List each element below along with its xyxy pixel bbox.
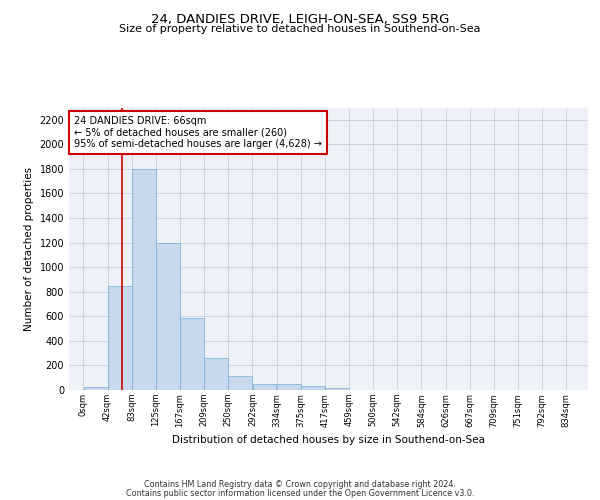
Bar xyxy=(180,318,204,390)
Text: Size of property relative to detached houses in Southend-on-Sea: Size of property relative to detached ho… xyxy=(119,24,481,34)
Bar xyxy=(277,384,301,390)
Bar xyxy=(325,388,349,390)
Text: Contains public sector information licensed under the Open Government Licence v3: Contains public sector information licen… xyxy=(126,489,474,498)
Y-axis label: Number of detached properties: Number of detached properties xyxy=(24,166,34,331)
Bar xyxy=(156,242,180,390)
Bar xyxy=(205,358,228,390)
Bar xyxy=(301,386,325,390)
Text: 24, DANDIES DRIVE, LEIGH-ON-SEA, SS9 5RG: 24, DANDIES DRIVE, LEIGH-ON-SEA, SS9 5RG xyxy=(151,12,449,26)
Bar xyxy=(229,376,253,390)
Bar xyxy=(83,387,107,390)
Text: Contains HM Land Registry data © Crown copyright and database right 2024.: Contains HM Land Registry data © Crown c… xyxy=(144,480,456,489)
Bar xyxy=(108,286,131,390)
Text: 24 DANDIES DRIVE: 66sqm
← 5% of detached houses are smaller (260)
95% of semi-de: 24 DANDIES DRIVE: 66sqm ← 5% of detached… xyxy=(74,116,322,149)
Bar xyxy=(253,384,277,390)
X-axis label: Distribution of detached houses by size in Southend-on-Sea: Distribution of detached houses by size … xyxy=(172,435,485,445)
Bar xyxy=(132,169,156,390)
